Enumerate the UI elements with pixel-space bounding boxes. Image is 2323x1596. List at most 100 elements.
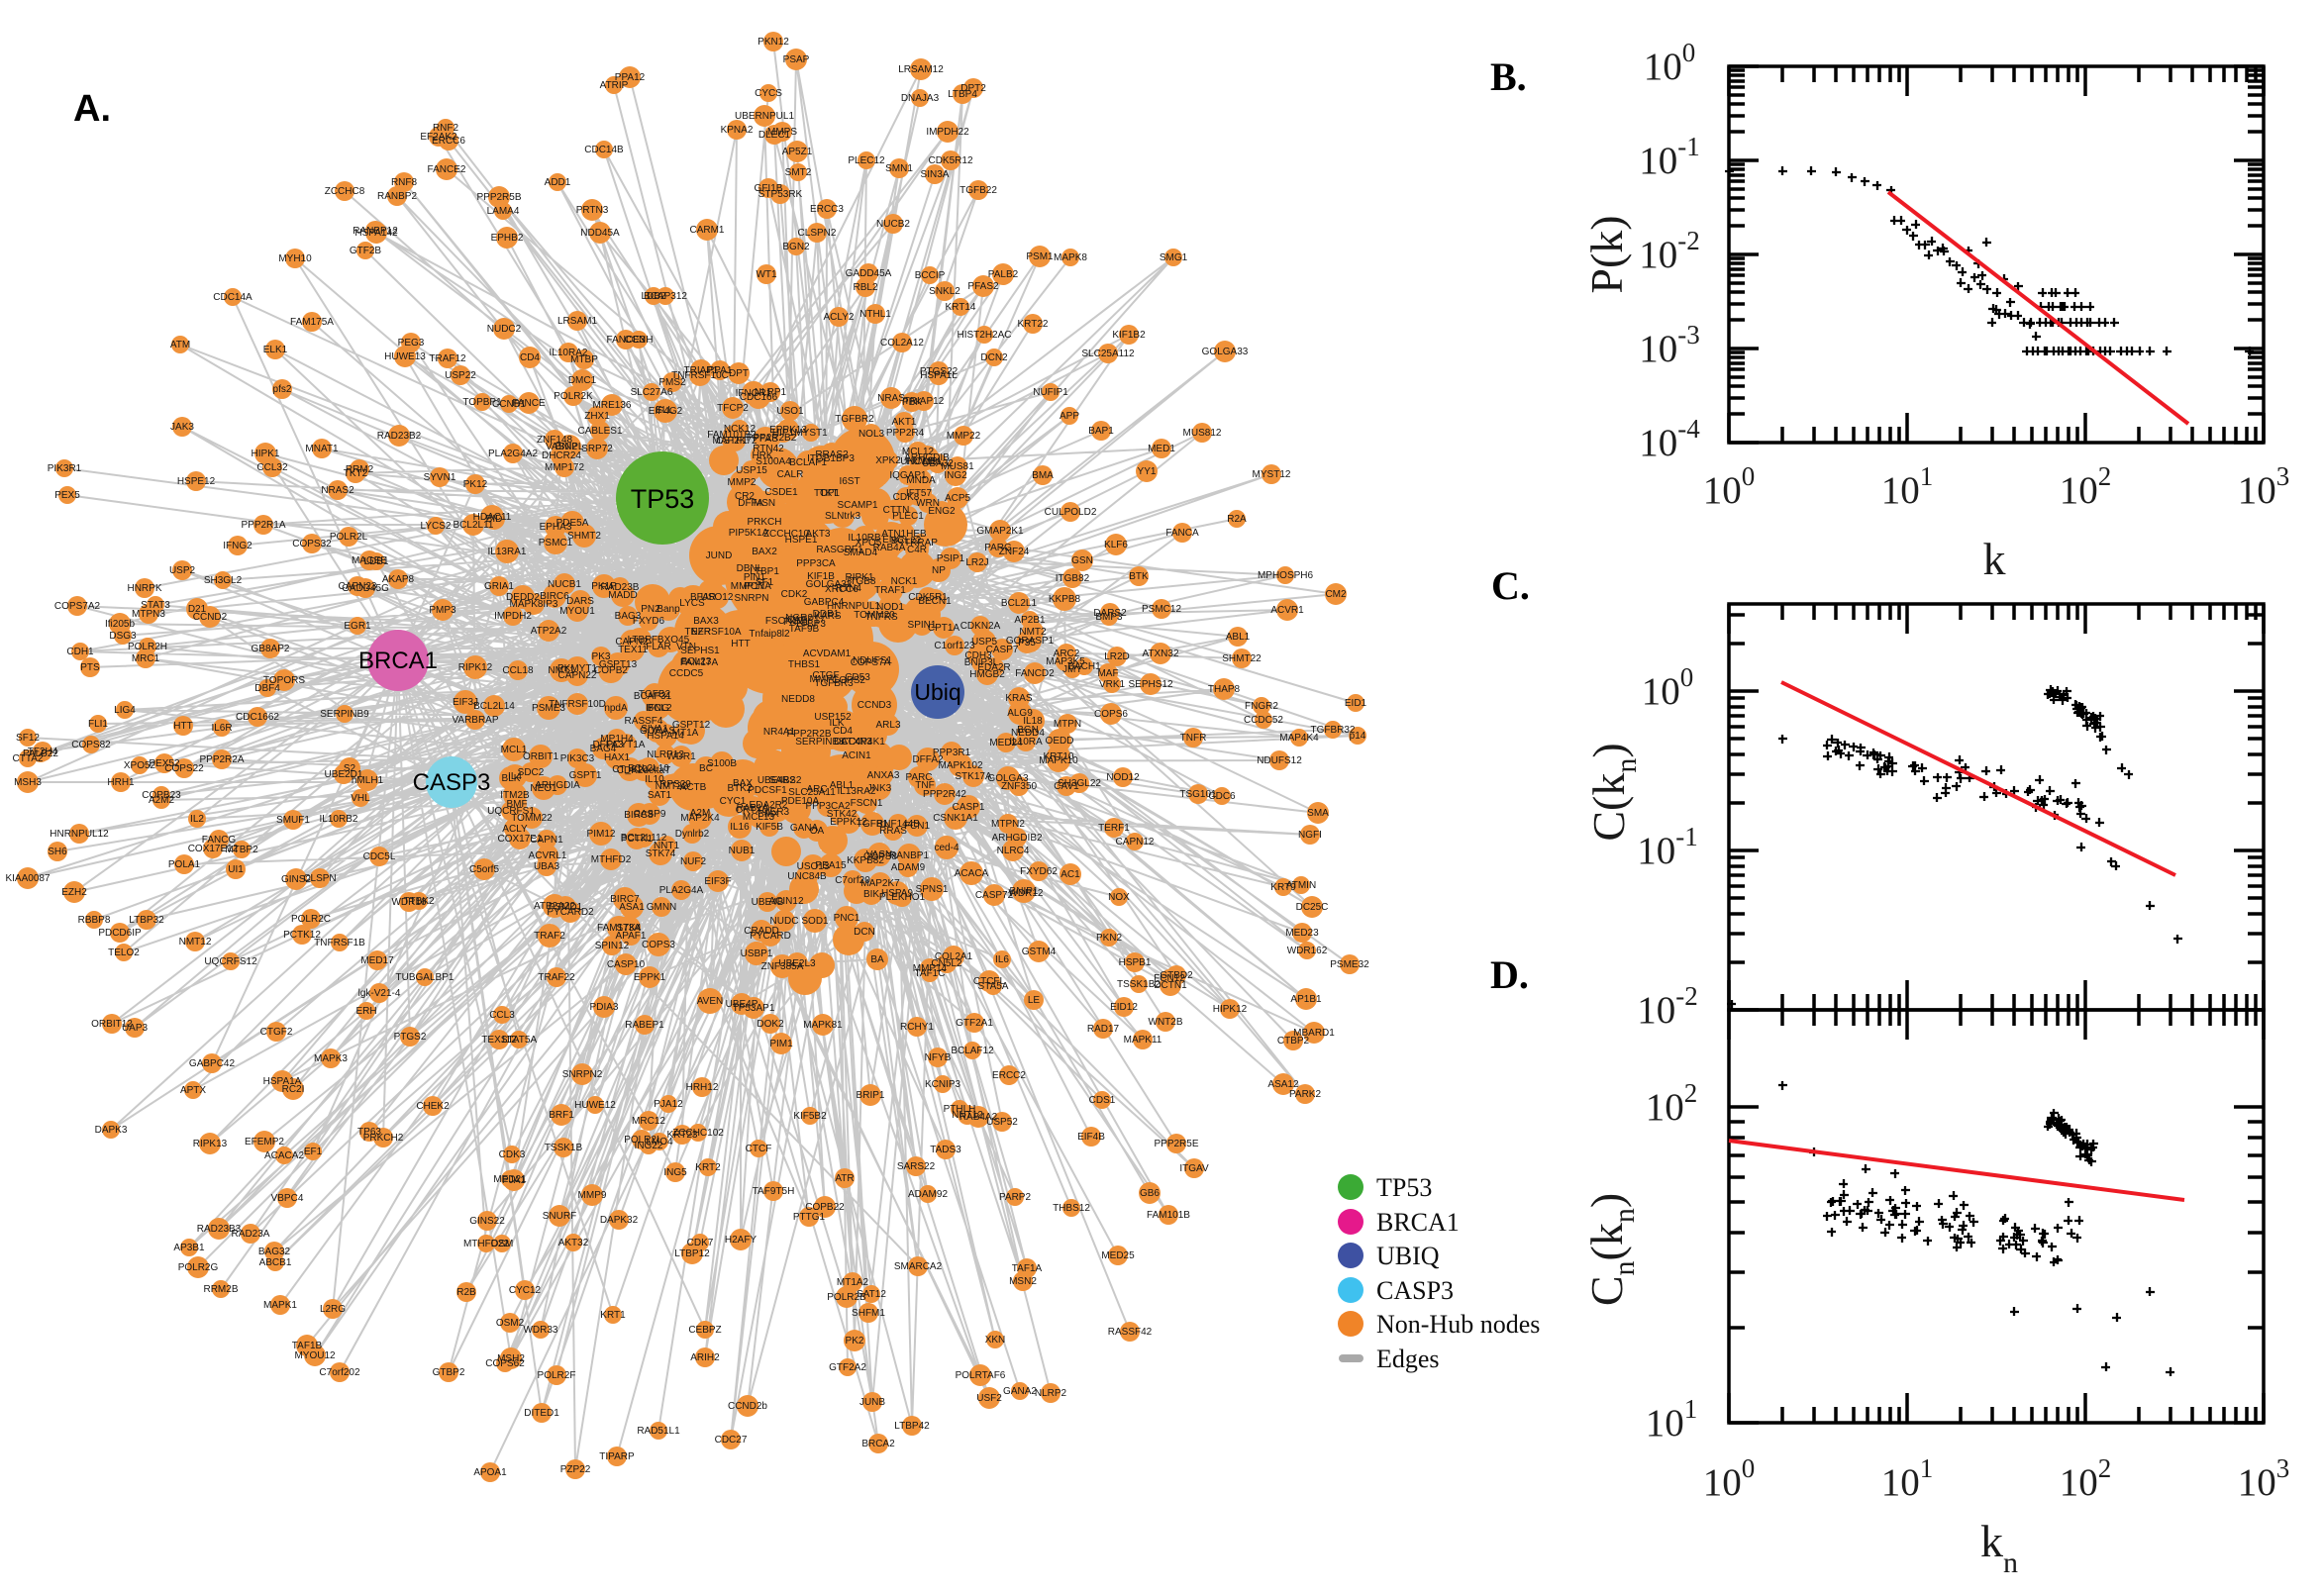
svg-text:PPP2R42: PPP2R42: [923, 789, 966, 800]
svg-text:GSTM4: GSTM4: [1022, 947, 1057, 957]
svg-text:MAPK8IP3: MAPK8IP3: [510, 599, 558, 610]
svg-text:KRAS: KRAS: [1005, 693, 1033, 704]
svg-text:HSPE1: HSPE1: [785, 535, 818, 546]
svg-text:UAP3: UAP3: [122, 1023, 149, 1034]
svg-text:PMP3: PMP3: [429, 605, 456, 616]
svg-text:FAM17A: FAM17A: [680, 657, 719, 668]
svg-text:GSPT13: GSPT13: [599, 659, 638, 670]
svg-text:H2AFY: H2AFY: [725, 1235, 758, 1246]
svg-text:NDUFS1: NDUFS1: [853, 655, 892, 666]
svg-text:EPPK12: EPPK12: [830, 817, 867, 828]
svg-text:APAF1: APAF1: [616, 931, 647, 942]
svg-text:RIPK12: RIPK12: [458, 662, 493, 673]
svg-text:SIVA1: SIVA1: [641, 724, 668, 735]
svg-text:MTBP2: MTBP2: [225, 845, 258, 855]
svg-text:JMY: JMY: [1062, 664, 1082, 675]
svg-text:SHMT2: SHMT2: [567, 531, 601, 542]
svg-text:HIPK1: HIPK1: [252, 449, 280, 459]
svg-text:MAPK102: MAPK102: [938, 760, 982, 771]
svg-text:MAPK81: MAPK81: [803, 1020, 843, 1031]
svg-text:MAPK1: MAPK1: [263, 1300, 297, 1311]
svg-text:LTBP3: LTBP3: [796, 619, 826, 630]
svg-text:IFNG2: IFNG2: [223, 541, 252, 551]
svg-text:BFAR: BFAR: [690, 592, 716, 603]
svg-text:TRIAP12: TRIAP12: [904, 396, 945, 407]
svg-text:PIN1: PIN1: [744, 572, 766, 583]
svg-text:TAF1B: TAF1B: [292, 1341, 323, 1351]
svg-text:CCL3: CCL3: [489, 1010, 515, 1021]
svg-text:LYCS: LYCS: [679, 598, 705, 609]
svg-text:GTF2B: GTF2B: [350, 246, 382, 256]
svg-text:MED21: MED21: [493, 1174, 527, 1185]
svg-text:PLA2G4A2: PLA2G4A2: [488, 449, 538, 459]
svg-text:KRT10: KRT10: [1044, 751, 1074, 762]
svg-text:RIPK13: RIPK13: [193, 1139, 228, 1149]
svg-text:COPB23: COPB23: [142, 790, 181, 801]
svg-text:CYC1: CYC1: [720, 796, 747, 807]
svg-text:PLA2G4A: PLA2G4A: [659, 885, 704, 896]
svg-text:HRH12: HRH12: [686, 1082, 719, 1093]
svg-text:100: 100: [1703, 461, 1756, 512]
svg-text:ERCC2: ERCC2: [992, 1070, 1026, 1081]
svg-text:MTHFD2: MTHFD2: [591, 854, 632, 865]
svg-text:CDH3: CDH3: [964, 650, 992, 661]
svg-text:FBXO45: FBXO45: [652, 635, 690, 646]
svg-text:CAV1: CAV1: [1054, 781, 1079, 792]
svg-text:TGFB22: TGFB22: [960, 185, 997, 196]
svg-text:RASGRF1: RASGRF1: [816, 545, 863, 555]
svg-text:KCNIP3: KCNIP3: [925, 1079, 961, 1090]
svg-text:NMT1: NMT1: [548, 665, 575, 676]
svg-text:BCCIP: BCCIP: [915, 270, 946, 281]
svg-text:SNURF: SNURF: [543, 1211, 576, 1222]
svg-text:10-1: 10-1: [1637, 822, 1698, 872]
svg-text:HTT: HTT: [731, 639, 750, 649]
svg-text:SNRPN: SNRPN: [734, 593, 768, 604]
svg-text:HSPE12: HSPE12: [177, 476, 216, 487]
svg-text:COPS62: COPS62: [485, 1358, 525, 1369]
svg-text:HAX1: HAX1: [604, 752, 631, 763]
svg-text:ARL3: ARL3: [875, 720, 900, 731]
svg-text:103: 103: [2238, 461, 2290, 512]
svg-text:UQCRFS1: UQCRFS1: [487, 806, 535, 817]
svg-text:CCND2: CCND2: [193, 612, 228, 623]
svg-text:FCN12: FCN12: [1154, 973, 1185, 984]
svg-text:FANCE: FANCE: [512, 398, 546, 409]
svg-text:MAPK8: MAPK8: [1054, 252, 1087, 263]
svg-text:PRTN3: PRTN3: [576, 205, 609, 216]
svg-text:HSPA1L: HSPA1L: [920, 370, 958, 381]
svg-text:SH6: SH6: [48, 847, 67, 857]
svg-text:CN5L2: CN5L2: [931, 958, 962, 969]
svg-text:SMA: SMA: [1307, 808, 1329, 819]
svg-text:RRAS2: RRAS2: [815, 449, 849, 460]
svg-text:SF1: SF1: [756, 577, 774, 588]
svg-text:RAB1A: RAB1A: [737, 803, 769, 814]
svg-text:GADD45A: GADD45A: [846, 268, 892, 279]
svg-text:NOD12: NOD12: [1106, 772, 1140, 783]
svg-text:TNFR: TNFR: [1180, 733, 1207, 744]
svg-text:NNT1: NNT1: [654, 841, 680, 851]
svg-text:HTT: HTT: [173, 721, 192, 732]
svg-text:ARHGDIB2: ARHGDIB2: [991, 833, 1043, 844]
svg-text:GABPC4: GABPC4: [804, 597, 845, 608]
svg-text:RNF2: RNF2: [433, 123, 459, 134]
svg-text:AKT1: AKT1: [891, 417, 916, 428]
svg-text:HUWE13: HUWE13: [384, 351, 426, 362]
svg-text:PCTK12: PCTK12: [283, 930, 321, 941]
svg-text:MYOU1: MYOU1: [559, 606, 595, 617]
svg-text:DSG3: DSG3: [109, 631, 137, 642]
svg-text:MTPN2: MTPN2: [991, 819, 1025, 830]
svg-text:D.: D.: [1490, 952, 1529, 997]
svg-text:TADS3: TADS3: [930, 1145, 961, 1155]
svg-text:IL13RA1: IL13RA1: [488, 547, 527, 557]
svg-text:GTF2A1: GTF2A1: [956, 1018, 993, 1029]
svg-text:PSIP1: PSIP1: [937, 553, 965, 564]
svg-text:TOPBP1: TOPBP1: [462, 397, 502, 408]
svg-text:PEA15: PEA15: [815, 860, 847, 871]
svg-text:TEX11: TEX11: [618, 645, 648, 655]
svg-text:CDS1: CDS1: [1089, 1095, 1116, 1106]
svg-text:PSME3: PSME3: [532, 703, 565, 714]
svg-text:MSH3: MSH3: [14, 777, 42, 788]
svg-text:BCLAF1: BCLAF1: [789, 457, 827, 468]
svg-text:PDCD6IP: PDCD6IP: [98, 928, 142, 939]
svg-text:UNC84B: UNC84B: [787, 871, 827, 882]
